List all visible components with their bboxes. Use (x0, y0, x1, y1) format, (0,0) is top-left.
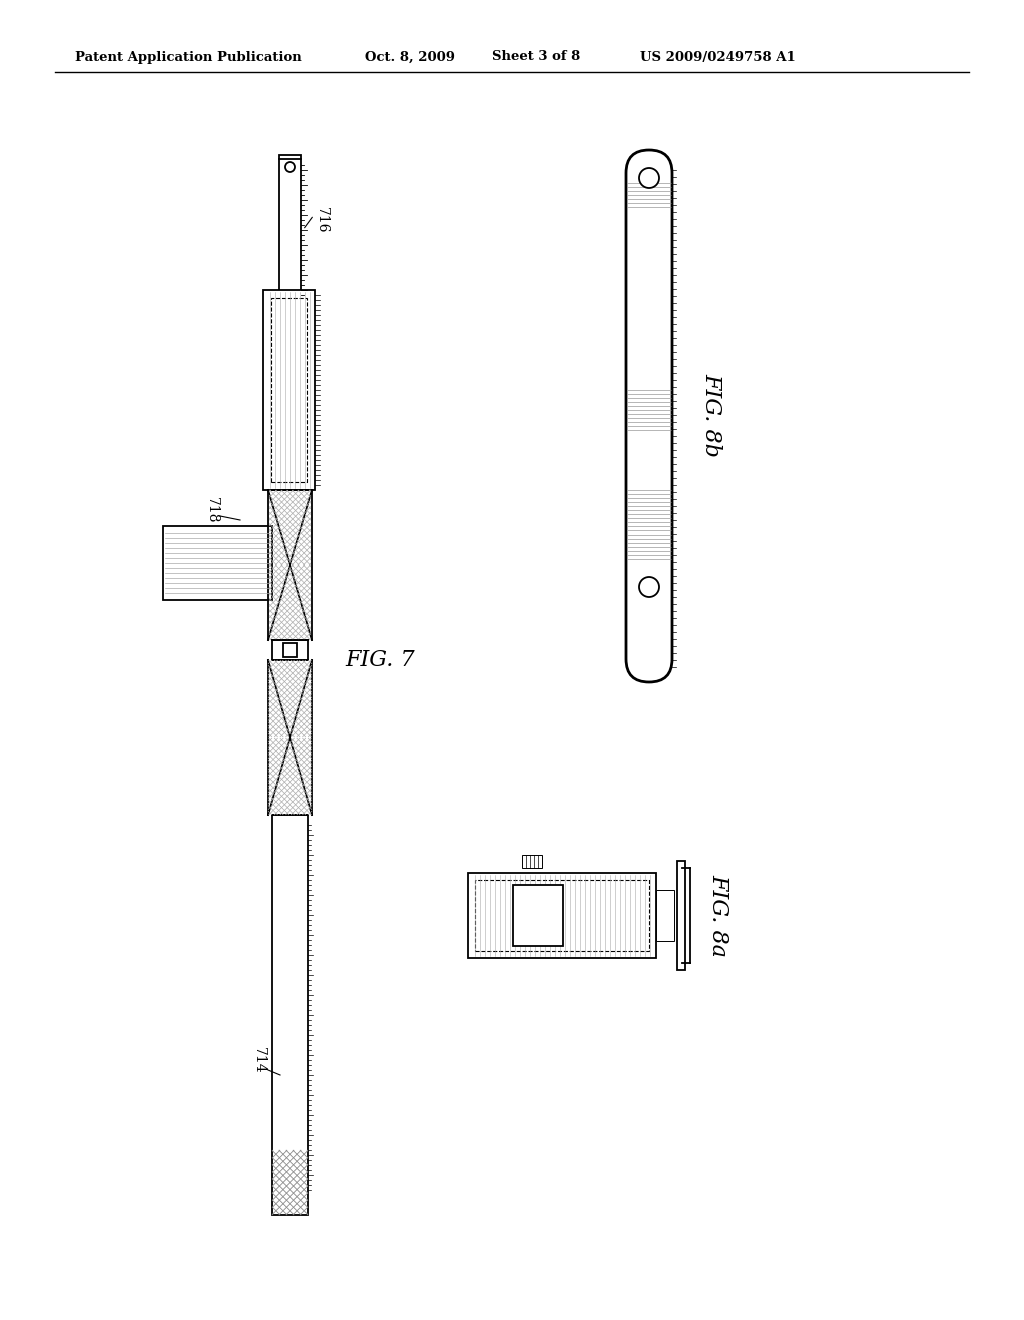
Bar (475, 880, 649, 950)
Bar (677, 861, 685, 970)
Bar (656, 890, 674, 941)
Text: Patent Application Publication: Patent Application Publication (75, 50, 302, 63)
Text: FIG. 7: FIG. 7 (345, 649, 415, 671)
Bar (279, 154, 301, 302)
Bar (283, 643, 297, 657)
FancyBboxPatch shape (626, 150, 672, 682)
Bar (468, 873, 656, 958)
Text: 716: 716 (315, 207, 329, 234)
Bar (163, 525, 272, 601)
Text: 714: 714 (252, 1047, 266, 1073)
Text: 718: 718 (205, 496, 219, 523)
Circle shape (639, 577, 659, 597)
Text: Sheet 3 of 8: Sheet 3 of 8 (492, 50, 581, 63)
Bar (272, 814, 308, 1214)
Text: FIG. 8b: FIG. 8b (700, 374, 722, 457)
Bar (522, 855, 542, 869)
Bar (263, 290, 315, 490)
Circle shape (639, 168, 659, 187)
Bar (513, 884, 563, 946)
Text: Oct. 8, 2009: Oct. 8, 2009 (365, 50, 455, 63)
Circle shape (285, 162, 295, 172)
Text: FIG. 8a: FIG. 8a (707, 874, 729, 957)
Text: US 2009/0249758 A1: US 2009/0249758 A1 (640, 50, 796, 63)
Bar (271, 298, 307, 482)
